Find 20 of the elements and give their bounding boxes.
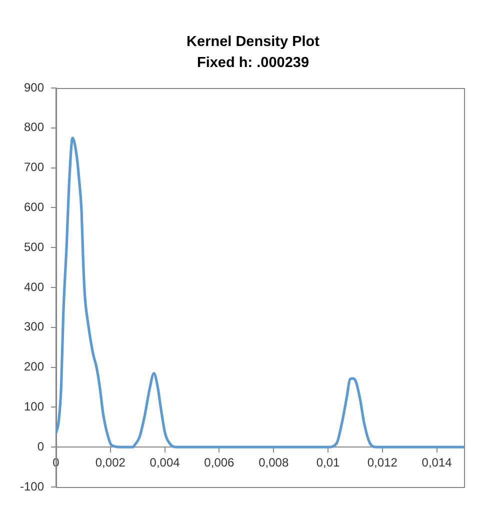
y-tick-label: 400 [24, 280, 44, 294]
y-tick-label: 0 [37, 439, 44, 454]
y-tick-label: 100 [24, 400, 44, 414]
x-tick-label: 0,008 [258, 456, 289, 470]
x-tick-label: 0,006 [204, 456, 235, 470]
y-tick-label: 900 [24, 80, 44, 94]
x-tick-label: 0,012 [367, 456, 398, 470]
y-tick-label: 200 [24, 360, 44, 374]
y-tick-label: 800 [24, 120, 44, 134]
y-tick-label: 500 [24, 240, 44, 254]
x-tick-label: 0,014 [422, 456, 452, 470]
chart-title: Kernel Density Plot [186, 34, 320, 50]
y-tick-label: 300 [24, 320, 44, 334]
x-tick-label: 0,004 [150, 456, 180, 470]
x-tick-label: 0,002 [95, 456, 126, 470]
y-tick-label: -100 [20, 479, 44, 494]
x-tick-label: 0,01 [316, 456, 340, 470]
y-tick-label: 700 [24, 160, 44, 174]
y-tick-label: 600 [24, 200, 44, 214]
chart-subtitle: Fixed h: .000239 [196, 55, 310, 71]
